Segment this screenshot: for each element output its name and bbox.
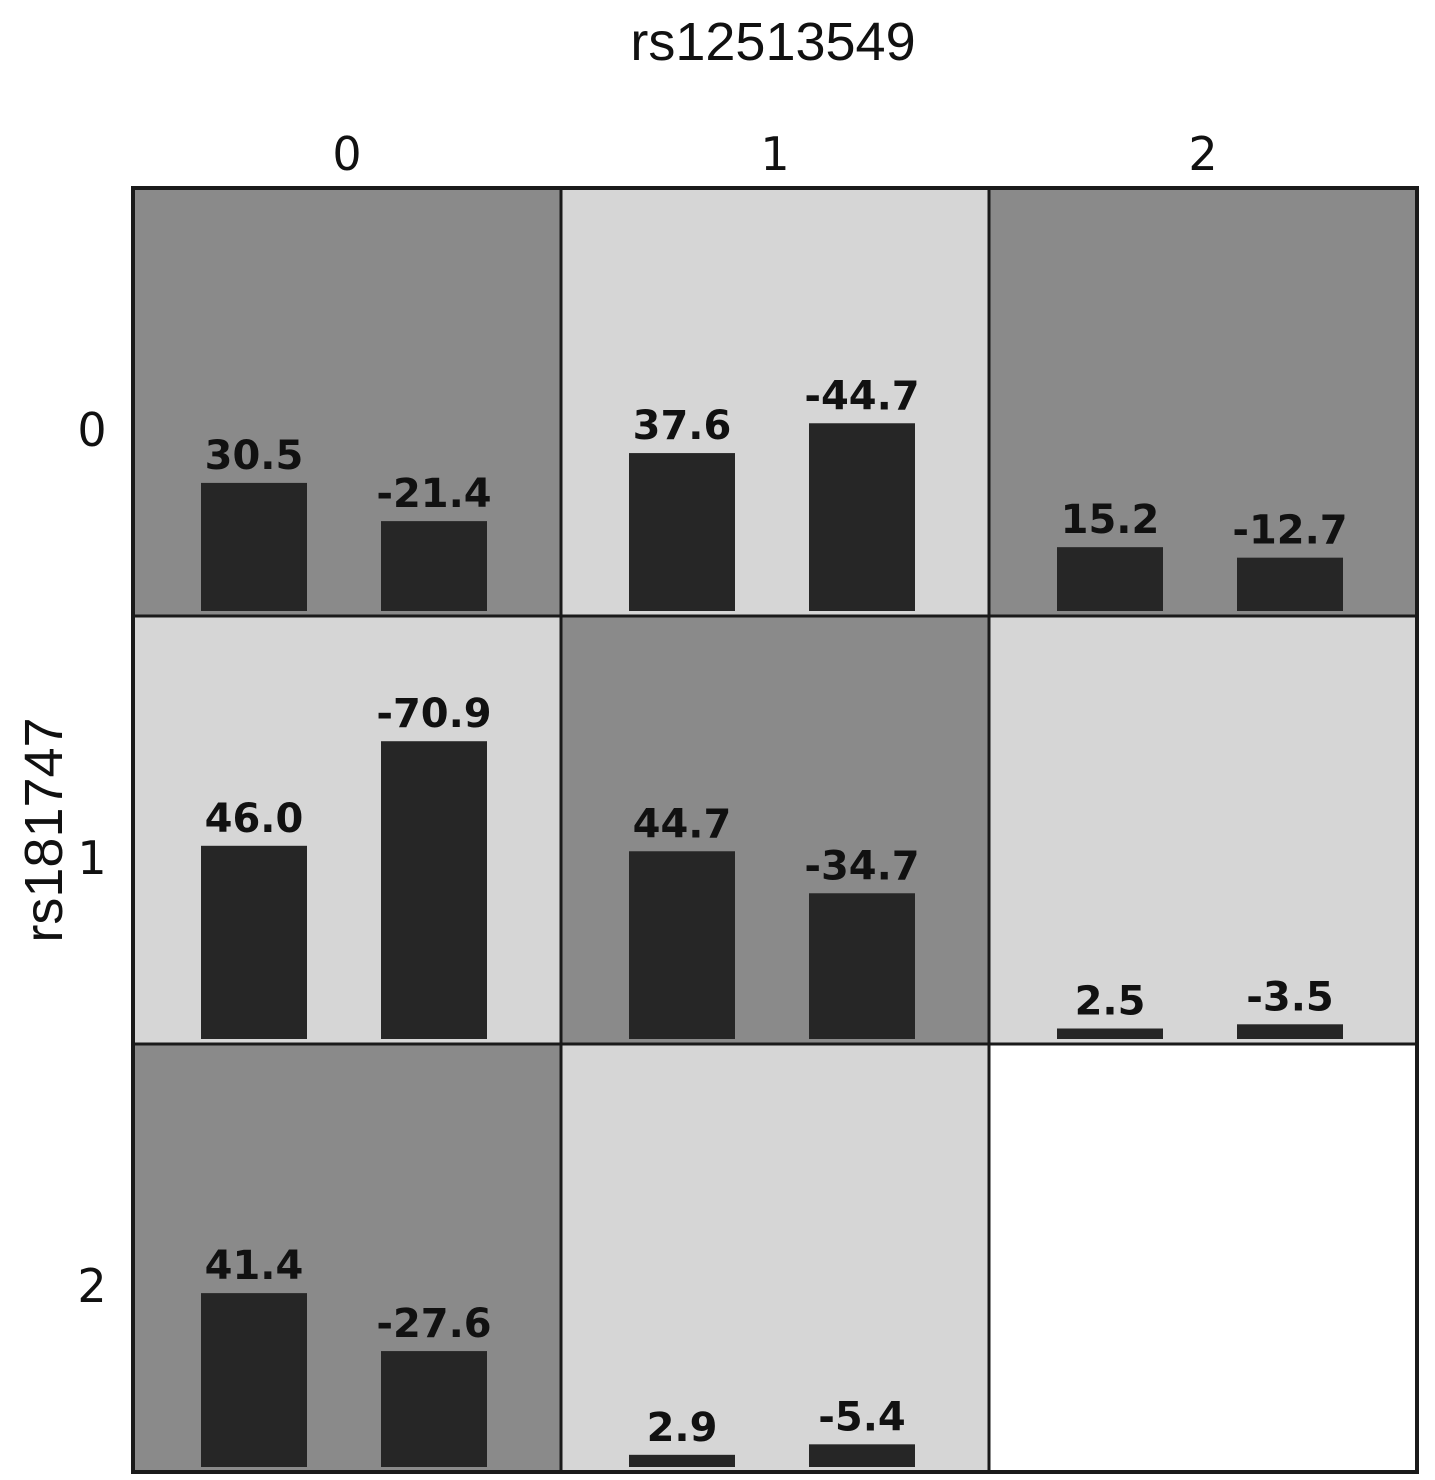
bar	[629, 851, 735, 1039]
row-tick-label: 2	[77, 1259, 106, 1313]
data-label: 15.2	[1061, 497, 1160, 543]
bar	[629, 453, 735, 611]
data-label: 30.5	[205, 433, 304, 479]
bar	[381, 521, 487, 611]
grid-cell	[561, 616, 989, 1044]
row-tick-labels: 0 1 2	[77, 403, 106, 1313]
bars	[201, 423, 1343, 1467]
data-label: -27.6	[376, 1301, 491, 1347]
bar	[201, 845, 307, 1039]
bar	[381, 1351, 487, 1467]
bar	[809, 1444, 915, 1467]
data-label: -12.7	[1232, 508, 1347, 554]
bar	[629, 1454, 735, 1467]
bar	[1057, 1028, 1163, 1039]
data-label: 44.7	[633, 801, 732, 847]
grid-cell	[989, 616, 1417, 1044]
data-label: 46.0	[205, 796, 304, 842]
grid-lines	[131, 186, 1419, 1474]
data-label: -21.4	[376, 471, 491, 517]
grid-cell	[133, 1044, 561, 1472]
bar	[1237, 1024, 1343, 1039]
bar	[809, 423, 915, 611]
bar	[1237, 557, 1343, 611]
row-tick-label: 1	[77, 831, 106, 885]
data-label: -44.7	[804, 373, 919, 419]
grid-cell	[561, 188, 989, 616]
data-label: 2.5	[1075, 979, 1146, 1025]
grid-cell	[989, 1044, 1417, 1472]
data-labels: 30.5 -21.4 37.6 -44.7 15.2 -12.7 46.0 -70.9 44.7…	[205, 373, 1348, 1451]
grid-cell	[561, 1044, 989, 1472]
data-label: 2.9	[647, 1405, 718, 1451]
grid-cell	[133, 188, 561, 616]
column-tick-label: 1	[760, 127, 789, 181]
row-tick-label: 0	[77, 403, 106, 457]
data-label: -5.4	[818, 1394, 905, 1440]
column-tick-label: 2	[1188, 127, 1217, 181]
grid-border	[131, 186, 1419, 1474]
bar	[201, 1293, 307, 1467]
bar	[809, 893, 915, 1039]
grid-cell	[989, 188, 1417, 616]
grid-cells	[133, 188, 1417, 1472]
data-label: -3.5	[1246, 974, 1333, 1020]
data-label: 41.4	[205, 1243, 304, 1289]
data-label: 37.6	[633, 403, 732, 449]
bar	[381, 741, 487, 1039]
bar	[1057, 547, 1163, 611]
grid-cell	[133, 616, 561, 1044]
data-label: -70.9	[376, 691, 491, 737]
x-axis-title: rs12513549	[630, 12, 915, 72]
column-tick-label: 0	[332, 127, 361, 181]
y-axis-title: rs181747	[14, 717, 74, 942]
data-label: -34.7	[804, 843, 919, 889]
bar	[201, 482, 307, 611]
column-tick-labels: 0 1 2	[332, 127, 1217, 181]
